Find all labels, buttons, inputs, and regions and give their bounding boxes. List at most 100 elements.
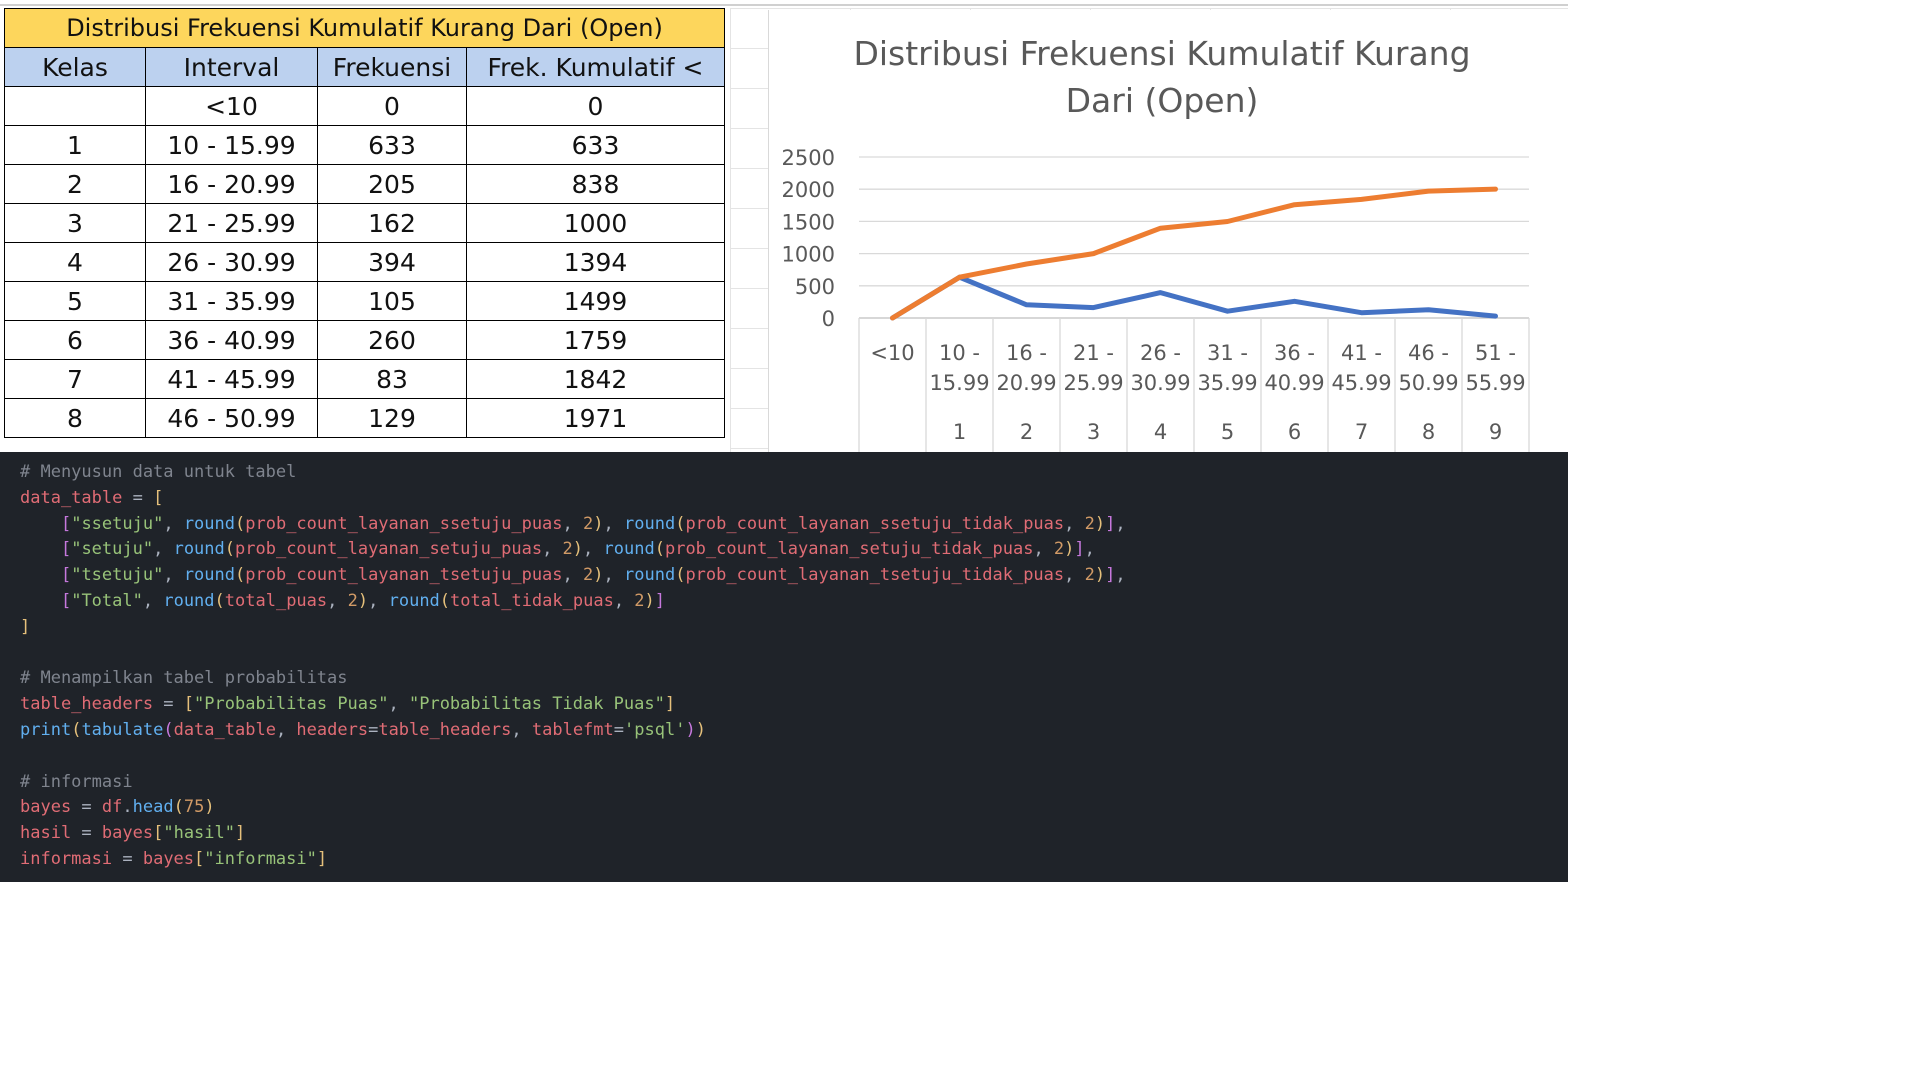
code-token: , (562, 565, 584, 586)
cell-interval: 46 - 50.99 (145, 398, 318, 438)
code-token: [ (153, 823, 164, 844)
cell-kelas: 3 (4, 203, 146, 243)
cell-kumulatif: 1759 (466, 320, 725, 360)
code-token: , (1115, 513, 1126, 534)
code-token: informasi (20, 848, 113, 869)
code-token: , (142, 590, 164, 611)
x-tick-label: 46 - (1408, 341, 1449, 365)
table-row: <10 0 0 (4, 86, 725, 126)
code-token: round (163, 590, 215, 611)
y-tick-label: 500 (795, 275, 835, 299)
code-token: = (112, 848, 143, 869)
code-token: 'psql' (624, 719, 686, 740)
code-token: 75 (183, 797, 205, 818)
x-tick-label: 40.99 (1264, 371, 1324, 395)
code-token: "Probabilitas Puas" (194, 694, 389, 715)
code-token: headers (296, 719, 369, 740)
code-token: ) (572, 539, 584, 560)
code-token: round (624, 513, 676, 534)
cell-frekuensi: 0 (317, 86, 467, 126)
code-token: [ (194, 848, 205, 869)
code-line: informasi = bayes["informasi"] (20, 847, 1568, 873)
code-token: round (173, 539, 225, 560)
cell-frekuensi: 83 (317, 359, 467, 399)
code-line (20, 744, 1568, 770)
code-token: , (562, 513, 584, 534)
x-group-label: 9 (1489, 420, 1502, 444)
header-frek-kumulatif: Frek. Kumulatif < (466, 47, 725, 87)
code-token (20, 591, 61, 611)
code-token: total_tidak_puas (450, 590, 614, 611)
code-token: ( (654, 539, 665, 560)
x-group-label: 6 (1288, 420, 1301, 444)
code-line: hasil = bayes["hasil"] (20, 821, 1568, 847)
table-row: 4 26 - 30.99 394 1394 (4, 242, 725, 282)
code-token: , (163, 513, 184, 534)
code-token: head (132, 797, 174, 818)
code-line: table_headers = ["Probabilitas Puas", "P… (20, 692, 1568, 718)
cell-kelas: 1 (4, 125, 146, 165)
code-token: , (1064, 513, 1085, 534)
code-token: ( (173, 797, 184, 818)
code-token: ( (675, 513, 686, 534)
code-token: ) (593, 513, 604, 534)
code-line: ] (20, 615, 1568, 641)
code-token: hasil (20, 823, 72, 844)
x-tick-label: 20.99 (996, 371, 1056, 395)
code-token: ) (1064, 539, 1075, 560)
code-token: , (153, 539, 174, 560)
cell-frekuensi: 129 (317, 398, 467, 438)
code-token: ) (695, 719, 706, 740)
cell-frekuensi: 205 (317, 164, 467, 204)
code-token: ) (1094, 513, 1106, 534)
x-tick-label: 16 - (1006, 341, 1047, 365)
code-token: "informasi" (204, 848, 317, 869)
code-token: , (1033, 539, 1054, 560)
code-token: . (122, 797, 133, 818)
cell-kumulatif: 1971 (466, 398, 725, 438)
header-interval: Interval (145, 47, 318, 87)
code-token: ] (1074, 539, 1085, 560)
code-token: [ (60, 590, 72, 611)
x-tick-label: 21 - (1073, 341, 1114, 365)
code-token: data_table (20, 487, 123, 508)
x-tick-label: 50.99 (1398, 371, 1458, 395)
sheet-top-border (0, 4, 1568, 6)
spreadsheet-area: Distribusi Frekuensi Kumulatif Kurang Da… (0, 0, 1569, 452)
chart-title-line: Distribusi Frekuensi Kumulatif Kurang (853, 34, 1470, 73)
code-token: ] (316, 848, 328, 869)
y-tick-label: 2000 (782, 178, 835, 202)
code-token: 2 (1084, 513, 1095, 534)
x-group-label: 4 (1154, 420, 1167, 444)
cell-kumulatif: 1499 (466, 281, 725, 321)
code-line: # Menyusun data untuk tabel (20, 460, 1568, 486)
code-token: # Menampilkan tabel probabilitas (20, 668, 348, 689)
code-token: , (275, 719, 297, 740)
cell-interval: 36 - 40.99 (145, 320, 318, 360)
code-token: , (583, 539, 604, 560)
code-editor[interactable]: # Menyusun data untuk tabel data_table = … (0, 452, 1568, 882)
x-group-label: 1 (953, 420, 966, 444)
code-token: , (511, 719, 532, 740)
header-kelas: Kelas (4, 47, 146, 87)
y-tick-label: 2500 (782, 146, 835, 170)
code-line: ["setuju", round(prob_count_layanan_setu… (20, 537, 1568, 563)
cell-kumulatif: 0 (466, 86, 725, 126)
code-token: ) (1094, 565, 1106, 586)
code-token: ( (163, 719, 174, 740)
code-token (20, 514, 61, 534)
code-token: , (163, 565, 184, 586)
x-tick-label: 41 - (1341, 341, 1382, 365)
chart-area[interactable]: Distribusi Frekuensi Kumulatif Kurang Dar… (768, 10, 1569, 452)
code-token: ] (654, 590, 666, 611)
x-tick-label: <10 (870, 341, 914, 365)
y-tick-label: 1500 (782, 210, 835, 234)
code-token: = (71, 823, 102, 844)
code-token: round (183, 513, 235, 534)
cell-interval: 31 - 35.99 (145, 281, 318, 321)
x-group-label: 5 (1221, 420, 1234, 444)
code-token: ] (664, 694, 676, 715)
table-row: 7 41 - 45.99 83 1842 (4, 359, 725, 399)
code-token (20, 539, 61, 559)
code-line: ["Total", round(total_puas, 2), round(to… (20, 589, 1568, 615)
